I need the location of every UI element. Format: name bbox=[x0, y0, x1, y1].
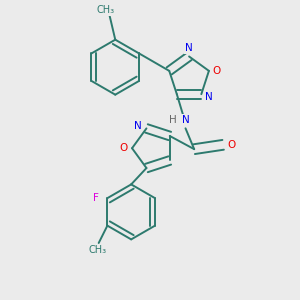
Text: CH₃: CH₃ bbox=[88, 245, 106, 255]
Text: N: N bbox=[205, 92, 212, 102]
Text: O: O bbox=[120, 143, 128, 153]
Text: O: O bbox=[212, 66, 220, 76]
Text: N: N bbox=[185, 44, 193, 53]
Text: CH₃: CH₃ bbox=[96, 5, 114, 15]
Text: O: O bbox=[227, 140, 236, 150]
Text: H: H bbox=[169, 115, 176, 124]
Text: N: N bbox=[182, 115, 189, 124]
Text: N: N bbox=[134, 121, 142, 130]
Text: F: F bbox=[93, 193, 99, 203]
